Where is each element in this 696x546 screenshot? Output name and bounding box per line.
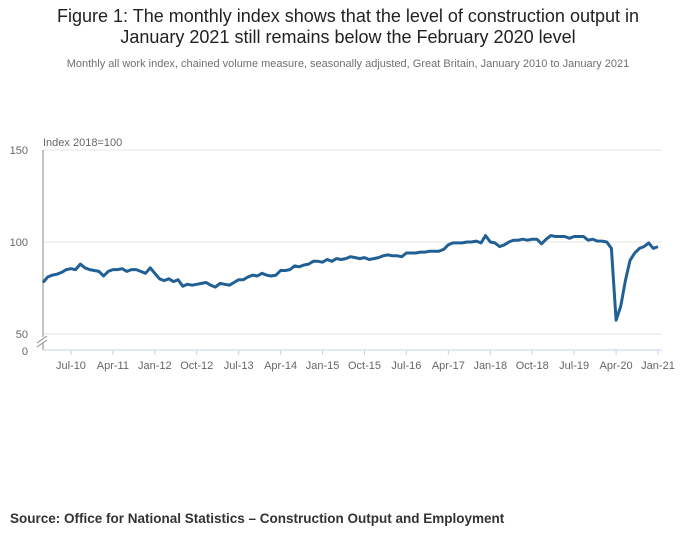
y-axis-label: Index 2018=100: [43, 137, 122, 149]
x-tick-label: Jul-10: [56, 360, 86, 372]
y-tick-label: 50: [16, 329, 28, 341]
title-line-2: January 2021 still remains below the Feb…: [120, 27, 576, 47]
x-tick-label: Jan-15: [306, 360, 340, 372]
x-tick-label: Oct-18: [516, 360, 549, 372]
x-tick-label: Oct-12: [180, 360, 213, 372]
y-tick-label: 0: [22, 346, 28, 358]
x-tick-label: Apr-17: [432, 360, 465, 372]
chart-title: Figure 1: The monthly index shows that t…: [0, 6, 696, 48]
source-note: Source: Office for National Statistics –…: [10, 511, 505, 526]
x-tick-label: Oct-15: [348, 360, 381, 372]
chart-subtitle: Monthly all work index, chained volume m…: [66, 58, 630, 70]
y-tick-label: 150: [10, 145, 28, 157]
line-chart: Index 2018=100 150 100 50 0 Jul-10 Apr-11 Jan…: [10, 137, 675, 372]
x-tick-label: Jan-12: [138, 360, 172, 372]
axis-break-icon: [36, 335, 48, 348]
title-line-1: Figure 1: The monthly index shows that t…: [57, 6, 639, 26]
x-tick-label: Jul-19: [559, 360, 589, 372]
x-tick-label: Jul-16: [391, 360, 421, 372]
x-tick-label: Jul-13: [224, 360, 254, 372]
x-tick-label: Apr-14: [264, 360, 297, 372]
x-tick-label: Apr-20: [600, 360, 633, 372]
x-tick-label: Apr-11: [97, 360, 129, 372]
x-tick-label: Jan-18: [473, 360, 507, 372]
series-line: [41, 234, 659, 322]
x-tick-label: Jan-21: [641, 360, 675, 372]
y-tick-label: 100: [10, 237, 28, 249]
